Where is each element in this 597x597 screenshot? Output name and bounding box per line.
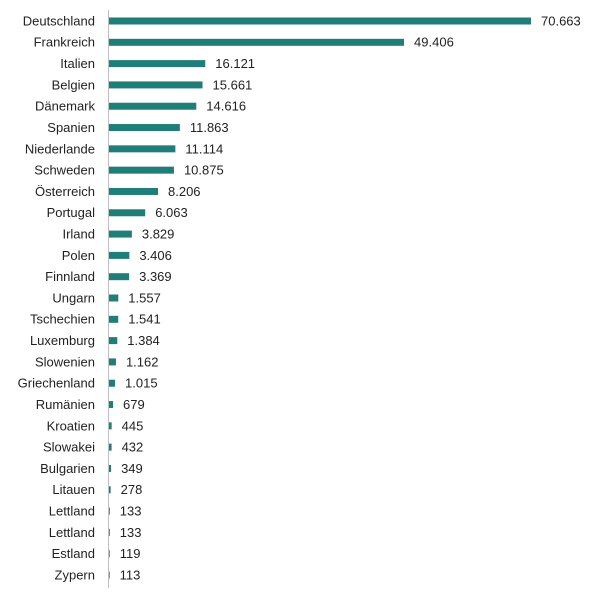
category-label: Belgien — [52, 77, 95, 92]
value-label: 3.369 — [139, 269, 172, 284]
value-label: 1.162 — [126, 354, 159, 369]
category-label: Litauen — [52, 482, 95, 497]
bar — [109, 507, 110, 515]
bar — [109, 379, 116, 387]
bar — [109, 464, 112, 472]
category-label: Zypern — [55, 567, 95, 582]
value-label: 445 — [122, 418, 144, 433]
bar — [109, 166, 174, 174]
bar — [109, 528, 110, 536]
category-label: Schweden — [34, 163, 95, 178]
value-label: 15.661 — [213, 77, 253, 92]
bar — [109, 81, 203, 89]
value-label: 8.206 — [168, 184, 201, 199]
category-label: Niederlande — [25, 141, 95, 156]
bar — [109, 187, 159, 195]
bar — [109, 401, 114, 409]
value-label: 11.114 — [185, 141, 223, 156]
bar — [109, 550, 110, 558]
category-label: Kroatien — [47, 418, 95, 433]
bar — [109, 443, 112, 451]
value-label: 679 — [123, 397, 145, 412]
value-label: 6.063 — [155, 205, 188, 220]
bar — [109, 102, 197, 110]
bar — [109, 145, 176, 153]
category-label: Lettland — [49, 504, 95, 519]
value-label: 113 — [120, 567, 141, 582]
value-label: 1.541 — [128, 312, 161, 327]
value-label: 349 — [121, 461, 143, 476]
category-label: Finnland — [45, 269, 95, 284]
category-label: Bulgarien — [40, 461, 95, 476]
category-label: Ungarn — [52, 290, 95, 305]
bar — [109, 486, 111, 494]
category-label: Estland — [52, 546, 95, 561]
value-label: 119 — [120, 546, 141, 561]
value-label: 1.384 — [127, 333, 160, 348]
category-label: Luxemburg — [30, 333, 95, 348]
value-label: 133 — [120, 504, 142, 519]
value-label: 1.015 — [125, 376, 158, 391]
bar — [109, 251, 130, 259]
category-label: Österreich — [35, 184, 95, 199]
value-label: 14.616 — [206, 99, 246, 114]
value-label: 278 — [121, 482, 143, 497]
category-label: Griechenland — [18, 376, 95, 391]
category-label: Portugal — [47, 205, 96, 220]
value-label: 49.406 — [414, 35, 454, 50]
category-label: Slowenien — [35, 354, 95, 369]
category-label: Polen — [62, 248, 95, 263]
category-label: Frankreich — [34, 35, 95, 50]
value-label: 3.829 — [142, 227, 175, 242]
value-label: 11.863 — [190, 120, 229, 135]
category-label: Tschechien — [30, 312, 95, 327]
bar — [109, 571, 110, 579]
bar — [109, 209, 146, 217]
value-label: 10.875 — [184, 163, 224, 178]
category-label: Slowakei — [43, 440, 95, 455]
category-label: Lettland — [49, 525, 95, 540]
value-label: 16.121 — [215, 56, 255, 71]
value-label: 133 — [120, 525, 142, 540]
bar — [109, 273, 130, 281]
bar — [109, 17, 531, 25]
category-label: Deutschland — [23, 13, 95, 28]
bar — [109, 315, 119, 323]
category-label: Italien — [60, 56, 95, 71]
bar — [109, 337, 118, 345]
value-label: 432 — [122, 440, 144, 455]
bar — [109, 124, 180, 132]
bar — [109, 422, 112, 430]
value-label: 1.557 — [128, 290, 161, 305]
bar — [109, 358, 116, 366]
value-label: 3.406 — [139, 248, 172, 263]
category-label: Dänemark — [35, 99, 95, 114]
category-label: Irland — [62, 227, 95, 242]
bar — [109, 294, 119, 302]
category-label: Rumänien — [36, 397, 95, 412]
category-label: Spanien — [47, 120, 95, 135]
value-label: 70.663 — [541, 13, 581, 28]
bar — [109, 230, 132, 238]
bar — [109, 38, 405, 46]
bar — [109, 60, 206, 68]
